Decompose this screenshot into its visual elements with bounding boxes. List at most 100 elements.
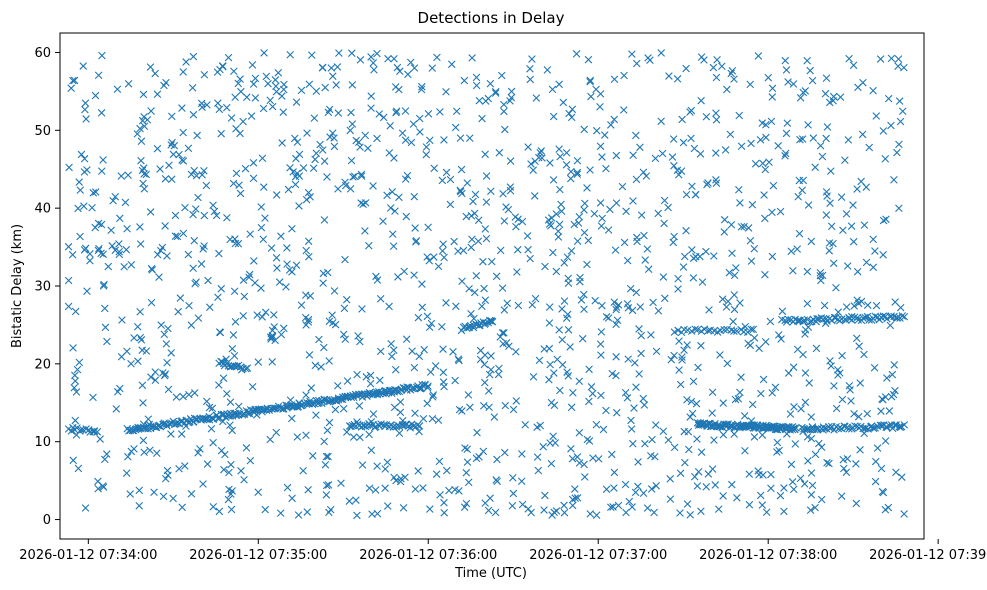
data-point-marker: [373, 276, 382, 284]
data-point-marker: [168, 112, 176, 121]
data-point-marker: [506, 186, 515, 195]
data-point-marker: [613, 316, 622, 325]
data-point-marker: [83, 166, 91, 174]
data-point-marker: [349, 433, 358, 441]
data-point-marker: [673, 166, 682, 175]
data-point-marker: [64, 302, 73, 311]
data-point-marker: [826, 199, 834, 208]
data-point-marker: [454, 247, 462, 255]
y-tick-label: 50: [34, 124, 51, 139]
data-point-marker: [86, 250, 94, 258]
data-point-marker: [865, 143, 874, 152]
data-point-marker: [283, 483, 292, 492]
data-point-marker: [406, 58, 415, 67]
data-point-marker: [634, 482, 642, 491]
data-point-marker: [302, 431, 310, 440]
data-point-marker: [320, 157, 329, 165]
data-point-marker: [712, 73, 721, 82]
data-point-marker: [259, 235, 268, 244]
data-point-marker: [311, 361, 320, 370]
data-point-marker: [651, 421, 660, 429]
data-point-marker: [138, 346, 146, 355]
data-point-marker: [588, 389, 597, 398]
data-point-marker: [748, 200, 757, 209]
data-point-marker: [189, 110, 198, 119]
data-point-marker: [485, 370, 494, 379]
data-point-marker: [806, 506, 815, 514]
data-point-marker: [393, 63, 402, 72]
data-point-marker: [890, 361, 899, 369]
data-point-marker: [495, 364, 503, 373]
data-point-marker: [297, 86, 306, 95]
data-point-marker: [381, 465, 390, 473]
data-point-marker: [854, 299, 863, 308]
data-point-marker: [423, 253, 431, 261]
data-point-marker: [823, 458, 831, 467]
data-point-marker: [787, 247, 796, 256]
data-point-marker: [834, 308, 843, 316]
data-point-marker: [388, 230, 397, 238]
data-point-marker: [337, 479, 345, 488]
data-point-marker: [691, 190, 700, 199]
data-point-marker: [704, 179, 712, 187]
data-point-marker: [167, 175, 176, 184]
data-point-marker: [143, 116, 152, 124]
data-point-marker: [367, 104, 375, 112]
data-point-marker: [860, 350, 868, 359]
data-point-marker: [585, 365, 593, 374]
x-tick-label: 2026-01-12 07:36:00: [359, 548, 497, 563]
data-point-marker: [694, 468, 703, 476]
data-point-marker: [794, 192, 803, 201]
data-point-marker: [163, 358, 171, 367]
data-point-marker: [829, 259, 838, 268]
data-point-marker: [99, 483, 108, 491]
data-point-marker: [277, 232, 285, 240]
data-point-marker: [847, 222, 856, 230]
data-point-marker: [811, 163, 819, 172]
data-point-marker: [79, 62, 88, 70]
data-point-marker: [64, 276, 73, 285]
data-point-marker: [837, 193, 846, 201]
data-point-marker: [482, 172, 491, 180]
data-point-marker: [159, 369, 167, 377]
data-point-marker: [568, 501, 577, 510]
data-point-marker: [697, 448, 706, 456]
data-point-marker: [895, 97, 904, 105]
data-point-marker: [491, 89, 500, 97]
data-point-marker: [509, 405, 518, 414]
data-point-marker: [658, 149, 667, 158]
data-point-marker: [449, 347, 457, 356]
data-point-marker: [855, 342, 863, 350]
data-point-marker: [375, 110, 384, 118]
data-point-marker: [623, 256, 632, 265]
data-point-marker: [680, 252, 689, 261]
data-point-marker: [167, 141, 175, 149]
data-point-marker: [501, 125, 509, 134]
data-point-marker: [369, 59, 378, 67]
data-point-marker: [290, 134, 299, 143]
data-point-marker: [140, 122, 149, 131]
data-point-marker: [414, 467, 422, 475]
data-point-marker: [425, 256, 434, 265]
data-point-marker: [155, 273, 163, 281]
data-point-marker: [231, 93, 239, 102]
data-point-marker: [357, 170, 366, 179]
data-point-marker: [356, 143, 364, 151]
data-point-marker: [383, 191, 391, 200]
data-point-marker: [190, 166, 199, 175]
data-point-marker: [130, 445, 138, 453]
data-point-marker: [727, 220, 736, 229]
data-point-marker: [75, 178, 83, 186]
data-point-marker: [82, 115, 90, 123]
data-point-marker: [621, 388, 630, 397]
data-point-marker: [622, 508, 630, 517]
data-point-marker: [345, 422, 354, 430]
data-point-marker: [838, 351, 846, 360]
data-point-marker: [560, 501, 568, 510]
data-point-marker: [205, 403, 214, 412]
data-point-marker: [126, 490, 134, 498]
data-point-marker: [891, 298, 899, 306]
data-point-marker: [328, 72, 337, 80]
data-point-marker: [215, 249, 223, 258]
data-point-marker: [895, 204, 903, 213]
